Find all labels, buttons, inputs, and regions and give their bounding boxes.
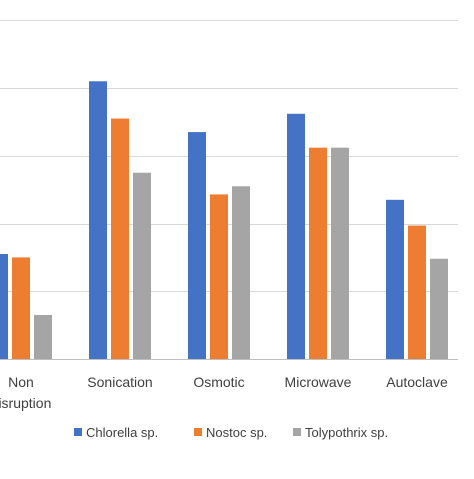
x-tick-label: Osmotic — [193, 374, 244, 390]
x-tick-label: Autoclave — [386, 374, 448, 390]
legend-label: Chlorella sp. — [86, 425, 158, 440]
x-tick-label: Sonication — [87, 374, 152, 390]
bar-chlorella-sp-sonication — [89, 81, 107, 359]
bar-chlorella-sp-microwave — [287, 113, 305, 359]
bar-chlorella-sp-non-disruption — [0, 254, 8, 359]
legend-label: Nostoc sp. — [206, 425, 267, 440]
bar-tolypothrix-sp-microwave — [331, 147, 349, 359]
bar-tolypothrix-sp-osmotic — [232, 186, 250, 359]
bar-tolypothrix-sp-autoclave — [430, 258, 448, 359]
bar-chlorella-sp-autoclave — [386, 199, 404, 359]
legend-swatch — [74, 428, 82, 436]
legend-label: Tolypothrix sp. — [305, 425, 388, 440]
legend: Chlorella sp. Nostoc sp. Tolypothrix sp. — [74, 425, 388, 440]
bar-chlorella-sp-osmotic — [188, 132, 206, 359]
x-tick-labels: Non disruption Sonication Osmotic Microwave A… — [0, 374, 448, 411]
x-tick-label: Non — [8, 374, 34, 390]
bar-nostoc-sp-autoclave — [408, 225, 426, 359]
x-tick-label: Microwave — [285, 374, 352, 390]
bar-nostoc-sp-osmotic — [210, 194, 228, 359]
bars — [0, 81, 448, 359]
bar-nostoc-sp-non-disruption — [12, 257, 30, 359]
legend-swatch — [293, 428, 301, 436]
bar-nostoc-sp-sonication — [111, 118, 129, 359]
x-tick-label: disruption — [0, 395, 51, 411]
bar-tolypothrix-sp-sonication — [133, 172, 151, 359]
bar-tolypothrix-sp-non-disruption — [34, 314, 52, 359]
gridlines — [0, 20, 458, 292]
bar-nostoc-sp-microwave — [309, 147, 327, 359]
legend-swatch — [194, 428, 202, 436]
